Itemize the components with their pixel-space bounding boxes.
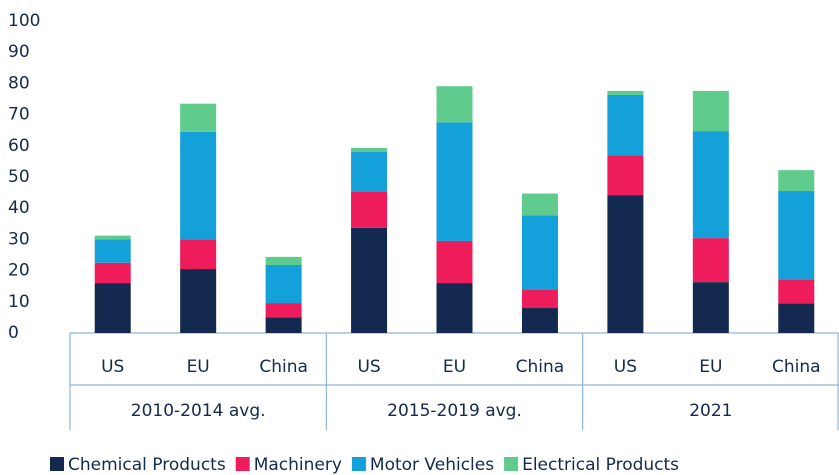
bar-segment (94, 262, 131, 284)
x-tick-label: US (357, 357, 380, 377)
legend-swatch (504, 457, 519, 471)
y-tick-label: 60 (8, 136, 30, 156)
y-tick-label: 50 (8, 167, 30, 187)
bar-segment (521, 215, 558, 290)
bar-segment (436, 283, 473, 333)
y-tick-label: 0 (8, 323, 19, 343)
legend-swatch (351, 457, 366, 471)
bar-segment (607, 195, 644, 333)
bar-segment (180, 103, 217, 132)
bar-segment (778, 191, 815, 280)
group-label: 2015-2019 avg. (387, 401, 522, 421)
bar-segment (265, 264, 302, 304)
y-tick-label: 40 (8, 198, 30, 218)
bar-segment (607, 94, 644, 156)
y-tick-label: 20 (8, 261, 30, 281)
bar-segment (351, 227, 388, 333)
bar-segment (436, 240, 473, 284)
legend-label: Motor Vehicles (370, 455, 494, 475)
bar-segment (351, 152, 388, 192)
legend-swatch (235, 457, 250, 471)
x-tick-label: EU (443, 357, 466, 377)
bar-segment (692, 90, 729, 132)
bar-segment (180, 131, 217, 240)
bar-segment (265, 317, 302, 333)
y-tick-label: 80 (8, 73, 30, 93)
x-tick-label: US (101, 357, 124, 377)
legend-swatch (50, 457, 64, 471)
x-tick-label: EU (187, 357, 210, 377)
bar-segment (521, 289, 558, 309)
bar-segment (94, 235, 131, 240)
bar-segment (94, 283, 131, 333)
group-label: 2021 (689, 401, 732, 421)
bar-segment (180, 239, 217, 270)
x-tick-label: China (259, 357, 308, 377)
y-tick-label: 10 (8, 292, 30, 312)
x-tick-label: EU (699, 357, 722, 377)
legend-label: Chemical Products (68, 455, 226, 475)
bar-segment (265, 256, 302, 265)
bar-segment (521, 193, 558, 216)
y-tick-label: 100 (8, 11, 40, 31)
bar-segment (265, 303, 302, 318)
bar-segment (351, 147, 388, 153)
bar-segment (607, 155, 644, 196)
bar-segment (692, 238, 729, 283)
bar-segment (436, 122, 473, 241)
legend-label: Electrical Products (522, 455, 679, 475)
bar-segment (607, 90, 644, 95)
bar-segment (351, 191, 388, 228)
bar-segment (778, 303, 815, 333)
group-label: 2010-2014 avg. (131, 401, 266, 421)
bar-segment (778, 170, 815, 192)
y-tick-label: 70 (8, 105, 30, 125)
bar-segment (692, 131, 729, 239)
bar-segment (94, 239, 131, 263)
legend-label: Machinery (254, 455, 342, 475)
bar-segment (692, 282, 729, 333)
bar-segment (180, 269, 217, 333)
x-tick-label: China (772, 357, 821, 377)
y-tick-label: 90 (8, 42, 30, 62)
x-tick-label: China (516, 357, 565, 377)
bar-segment (778, 279, 815, 304)
bar-segment (521, 308, 558, 333)
bar-segment (436, 86, 473, 123)
y-tick-label: 30 (8, 229, 30, 249)
x-tick-label: US (614, 357, 637, 377)
